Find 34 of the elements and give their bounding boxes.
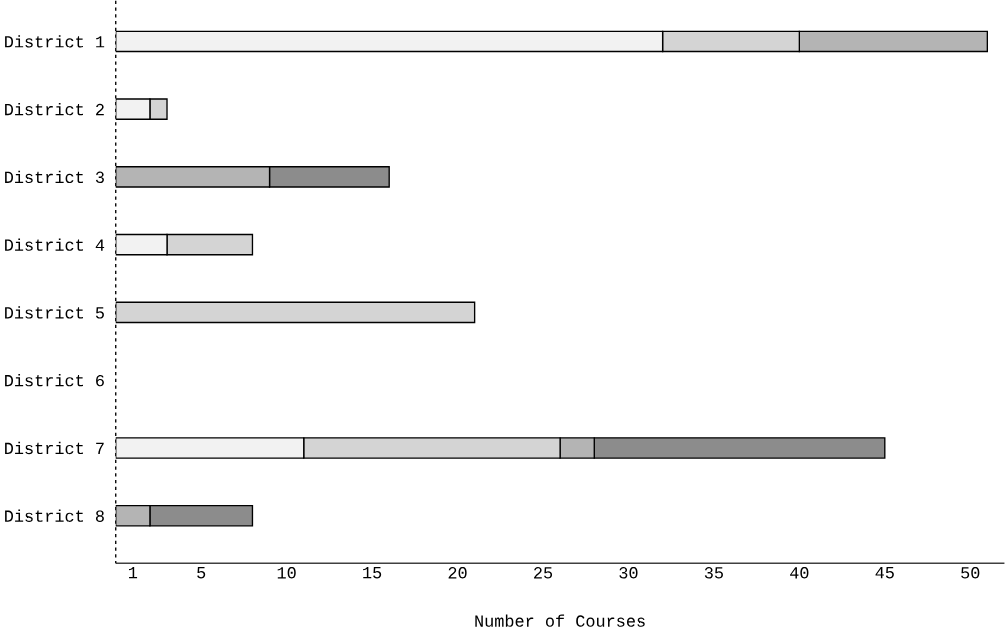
x-tick-label: 30 [619,567,638,579]
y-tick-label: District 5 [5,306,104,319]
bar [115,437,305,459]
bar [798,30,989,53]
x-tick-label: 50 [961,567,980,579]
bar [115,505,151,527]
y-tick-label: District 4 [5,238,105,252]
x-tick-label: 20 [448,567,467,579]
y-tick-label: District 3 [5,170,104,184]
bar [115,98,151,121]
bar [166,234,254,256]
bar [303,437,561,459]
x-tick-label: 35 [704,567,723,579]
bar [661,30,801,53]
x-tick-label: 10 [277,567,296,579]
y-tick-label: District 2 [5,103,104,116]
x-tick-label: 25 [534,567,553,579]
bar [115,301,476,324]
x-tick-label: 15 [363,567,382,579]
x-tick-label: 45 [875,567,894,579]
x-tick-label: 5 [197,567,206,579]
bar [115,234,168,256]
x-axis-title: Number of Courses [475,614,645,628]
bar [593,437,886,459]
y-tick-label: District 1 [5,35,105,48]
bar [559,437,595,459]
bar [268,166,390,188]
bar [115,166,271,188]
bar [115,30,664,53]
y-tick-label: District 8 [5,509,104,523]
x-tick-label: 1 [128,567,138,579]
y-tick-label: District 7 [5,441,104,455]
x-tick-label: 40 [790,567,809,579]
y-tick-label: District 6 [5,374,104,387]
